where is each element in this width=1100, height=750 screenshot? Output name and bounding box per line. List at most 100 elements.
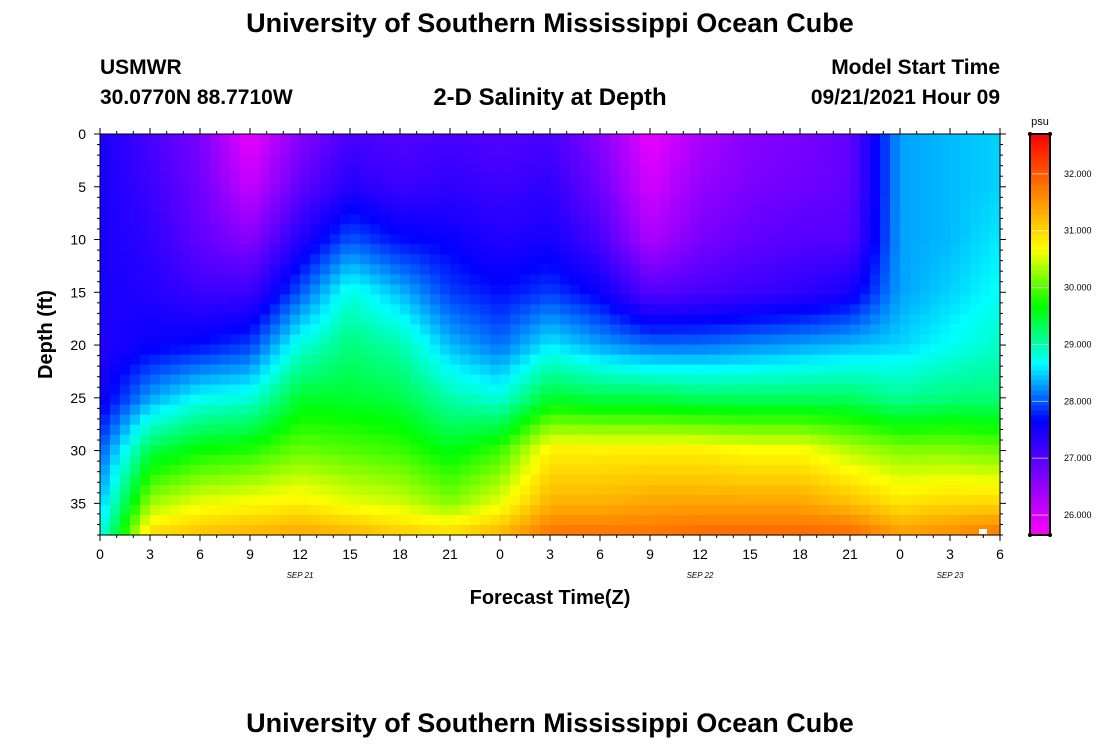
heatmap-cell	[200, 134, 211, 145]
heatmap-cell	[580, 164, 591, 175]
heatmap-cell	[580, 434, 591, 446]
colorbar-tick-label: 26.000	[1064, 510, 1092, 520]
heatmap-cell	[610, 304, 621, 316]
heatmap-cell	[800, 504, 811, 516]
heatmap-cell	[600, 504, 611, 516]
heatmap-cell	[770, 354, 781, 366]
heatmap-cell	[500, 204, 511, 215]
heatmap-cell	[450, 174, 461, 185]
heatmap-cell	[200, 224, 211, 235]
heatmap-cell	[400, 284, 411, 296]
heatmap-cell	[190, 274, 201, 285]
heatmap-cell	[920, 174, 931, 185]
heatmap-cell	[470, 424, 481, 436]
heatmap-cell	[310, 374, 321, 386]
heatmap-cell	[290, 334, 301, 346]
heatmap-cell	[480, 274, 491, 285]
heatmap-cell	[250, 134, 261, 145]
heatmap-cell	[200, 454, 211, 466]
heatmap-cell	[230, 134, 241, 145]
heatmap-cell	[230, 164, 241, 175]
heatmap-cell	[860, 314, 871, 326]
heatmap-cell	[150, 454, 161, 466]
heatmap-cell	[410, 384, 421, 396]
heatmap-cell	[340, 144, 351, 155]
heatmap-cell	[850, 254, 861, 265]
heatmap-cell	[150, 184, 161, 195]
heatmap-cell	[250, 504, 261, 516]
heatmap-cell	[450, 404, 461, 416]
heatmap-cell	[260, 174, 271, 185]
heatmap-cell	[310, 364, 321, 376]
heatmap-cell	[440, 134, 451, 145]
heatmap-cell	[490, 434, 501, 446]
heatmap-cell	[720, 474, 731, 486]
colorbar-segment	[1030, 379, 1050, 386]
chart-subtitle: 2-D Salinity at Depth	[433, 84, 667, 111]
heatmap-cell	[150, 164, 161, 175]
heatmap-cell	[260, 384, 271, 396]
heatmap-cell	[680, 454, 691, 466]
heatmap-cell	[910, 374, 921, 386]
heatmap-cell	[180, 234, 191, 245]
heatmap-cell	[170, 464, 181, 476]
heatmap-cell	[740, 294, 751, 306]
heatmap-cell	[530, 224, 541, 235]
heatmap-cell	[950, 364, 961, 376]
heatmap-cell	[840, 464, 851, 476]
heatmap-cell	[930, 224, 941, 235]
heatmap-cell	[190, 204, 201, 215]
heatmap-cell	[710, 194, 721, 205]
heatmap-cell	[350, 314, 361, 326]
heatmap-cell	[790, 134, 801, 145]
heatmap-cell	[490, 354, 501, 366]
heatmap-cell	[330, 344, 341, 356]
heatmap-cell	[750, 244, 761, 255]
heatmap-cell	[280, 334, 291, 346]
heatmap-cell	[500, 174, 511, 185]
heatmap-cell	[350, 234, 361, 245]
heatmap-cell	[480, 154, 491, 165]
colorbar-tick-label: 30.000	[1064, 283, 1092, 293]
heatmap-cell	[830, 294, 841, 306]
colorbar-segment	[1030, 199, 1050, 205]
heatmap-cell	[490, 474, 501, 486]
heatmap-cell	[300, 444, 311, 456]
heatmap-cell	[880, 424, 891, 436]
heatmap-cell	[390, 494, 401, 506]
heatmap-cell	[780, 514, 791, 526]
heatmap-cell	[320, 394, 331, 406]
heatmap-cell	[310, 494, 321, 506]
heatmap-cell	[250, 324, 261, 336]
heatmap-cell	[150, 274, 161, 285]
heatmap-cell	[130, 314, 141, 326]
heatmap-cell	[800, 164, 811, 175]
heatmap-cell	[960, 144, 971, 155]
heatmap-cell	[400, 214, 411, 225]
heatmap-cell	[750, 304, 761, 316]
heatmap-cell	[550, 144, 561, 155]
heatmap-cell	[690, 154, 701, 165]
heatmap-cell	[150, 334, 161, 346]
heatmap-cell	[500, 404, 511, 416]
heatmap-cell	[340, 204, 351, 215]
heatmap-cell	[200, 194, 211, 205]
heatmap-cell	[940, 354, 951, 366]
heatmap-cell	[550, 324, 561, 336]
heatmap-cell	[150, 374, 161, 386]
heatmap-cell	[580, 154, 591, 165]
heatmap-cell	[100, 434, 111, 446]
heatmap-cell	[140, 174, 151, 185]
heatmap-cell	[970, 224, 981, 235]
heatmap-cell	[500, 344, 511, 356]
heatmap-cell	[640, 314, 651, 326]
heatmap-cell	[370, 474, 381, 486]
heatmap-cell	[940, 174, 951, 185]
heatmap-cell	[210, 154, 221, 165]
heatmap-cell	[380, 344, 391, 356]
heatmap-cell	[700, 214, 711, 225]
heatmap-cell	[760, 384, 771, 396]
x-tick-label: 18	[792, 546, 808, 562]
heatmap-cell	[990, 384, 1001, 396]
heatmap-cell	[660, 424, 671, 436]
